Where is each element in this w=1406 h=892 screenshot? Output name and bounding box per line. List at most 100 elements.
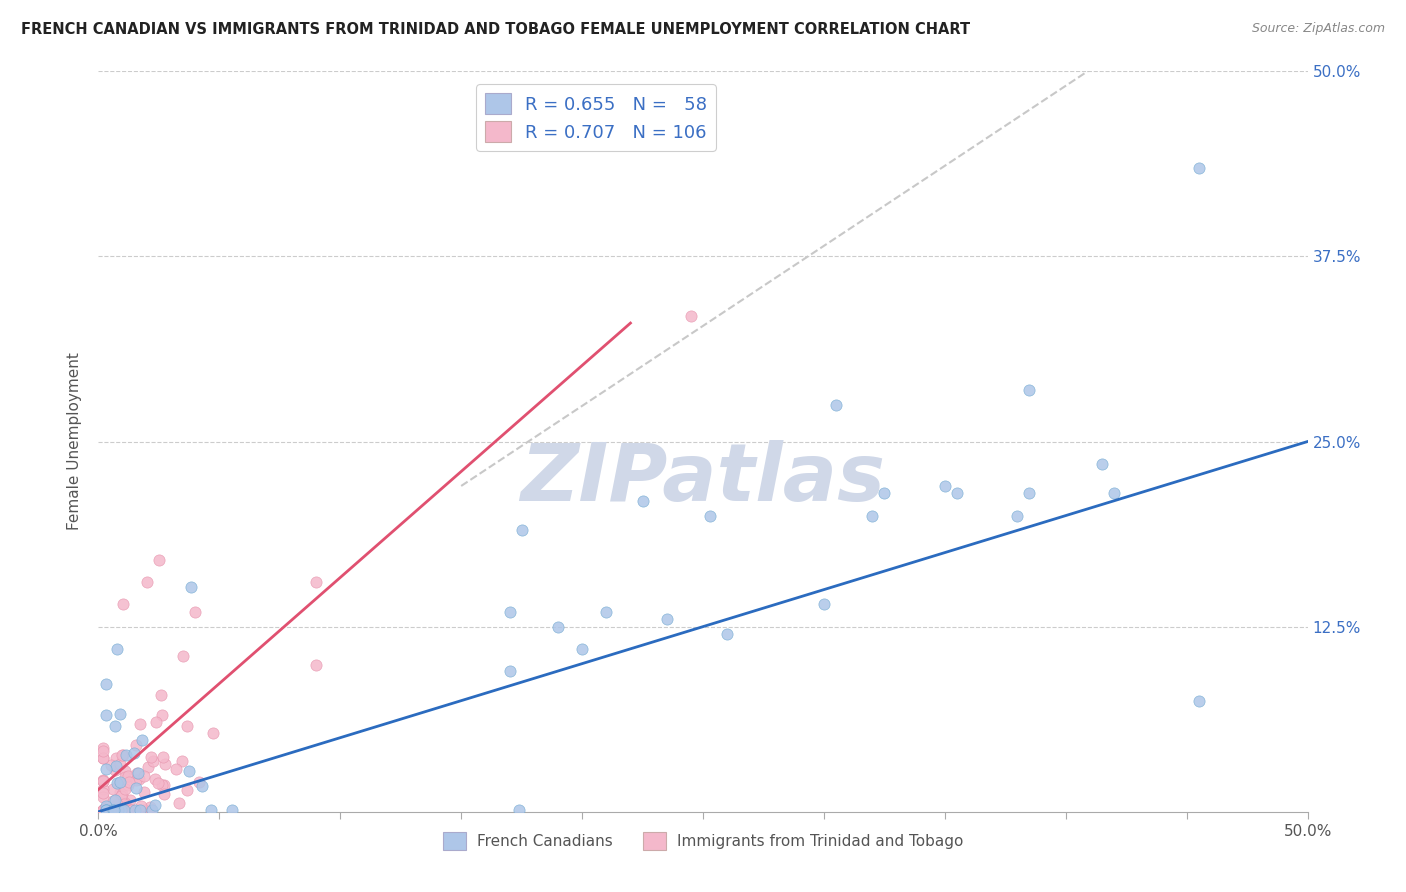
Point: [200, 803, 222, 817]
Point: [143, 797, 166, 812]
Point: [91, 803, 114, 817]
Point: [107, 803, 129, 817]
Point: [125, 780, 148, 795]
Point: [179, 764, 201, 778]
Point: [91, 803, 114, 817]
Point: [117, 803, 139, 817]
Point: [1188, 161, 1211, 175]
Point: [104, 750, 127, 764]
Point: [107, 803, 129, 817]
Point: [91, 772, 114, 787]
Point: [202, 726, 225, 740]
Point: [129, 799, 152, 814]
Point: [1188, 694, 1211, 708]
Point: [108, 776, 131, 790]
Point: [498, 664, 520, 678]
Point: [97, 803, 120, 817]
Point: [153, 778, 176, 792]
Point: [631, 493, 654, 508]
Point: [96, 762, 118, 776]
Point: [110, 803, 132, 817]
Point: [91, 786, 114, 800]
Text: FRENCH CANADIAN VS IMMIGRANTS FROM TRINIDAD AND TOBAGO FEMALE UNEMPLOYMENT CORRE: FRENCH CANADIAN VS IMMIGRANTS FROM TRINI…: [21, 22, 970, 37]
Point: [91, 774, 114, 789]
Point: [150, 708, 173, 723]
Point: [141, 750, 163, 764]
Point: [94, 801, 117, 815]
Point: [111, 747, 134, 762]
Point: [813, 598, 835, 612]
Point: [114, 770, 136, 784]
Point: [118, 775, 141, 789]
Point: [934, 479, 956, 493]
Point: [112, 803, 135, 817]
Point: [128, 716, 150, 731]
Point: [134, 769, 156, 783]
Point: [108, 796, 131, 810]
Point: [125, 773, 148, 788]
Point: [170, 754, 193, 768]
Point: [96, 803, 118, 817]
Point: [103, 803, 125, 817]
Point: [91, 741, 114, 756]
Point: [132, 785, 155, 799]
Point: [120, 793, 142, 807]
Point: [155, 756, 177, 771]
Point: [112, 803, 135, 817]
Point: [105, 797, 128, 812]
Point: [131, 803, 153, 817]
Point: [1018, 383, 1040, 397]
Point: [498, 605, 520, 619]
Point: [135, 575, 157, 590]
Point: [571, 641, 593, 656]
Point: [104, 719, 127, 733]
Point: [91, 744, 114, 758]
Point: [94, 803, 117, 817]
Point: [107, 803, 129, 817]
Point: [143, 772, 166, 787]
Point: [131, 733, 153, 747]
Point: [146, 776, 169, 790]
Point: [1018, 486, 1040, 500]
Point: [111, 598, 134, 612]
Point: [91, 751, 114, 765]
Point: [825, 398, 848, 412]
Point: [94, 803, 117, 817]
Point: [121, 803, 143, 817]
Point: [117, 769, 139, 783]
Point: [153, 787, 176, 801]
Point: [127, 766, 149, 780]
Point: [101, 800, 124, 814]
Point: [94, 803, 117, 817]
Point: [128, 803, 150, 817]
Point: [101, 803, 124, 817]
Point: [188, 775, 211, 789]
Point: [94, 798, 117, 813]
Point: [91, 803, 114, 817]
Point: [91, 803, 114, 817]
Point: [105, 642, 128, 657]
Point: [165, 762, 187, 776]
Point: [176, 719, 198, 733]
Point: [104, 793, 127, 807]
Point: [94, 803, 117, 817]
Point: [94, 803, 117, 817]
Point: [595, 605, 617, 619]
Point: [184, 605, 207, 619]
Point: [111, 747, 134, 762]
Point: [104, 764, 127, 778]
Point: [108, 775, 131, 789]
Point: [105, 803, 128, 817]
Point: [129, 803, 152, 817]
Point: [176, 782, 198, 797]
Point: [679, 309, 702, 323]
Point: [148, 553, 170, 567]
Point: [110, 803, 132, 817]
Point: [97, 803, 120, 817]
Point: [114, 797, 136, 812]
Point: [91, 789, 114, 804]
Point: [93, 803, 115, 817]
Point: [120, 803, 142, 817]
Point: [100, 803, 122, 817]
Point: [105, 776, 128, 790]
